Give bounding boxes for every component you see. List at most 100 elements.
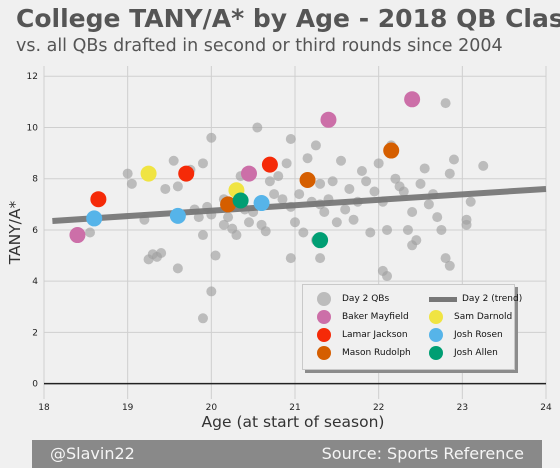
day2-qb-point [223,212,234,223]
day2-qb-point [327,176,338,187]
josh-allen-point [232,192,249,209]
baker-mayfield-point [69,227,86,244]
josh-rosen-point [253,195,270,212]
day2-qb-point [122,168,133,179]
day2-qb-point [264,176,275,187]
baker-mayfield-point [404,91,421,108]
legend-swatch [317,292,331,306]
legend-item-mason-rudolph: Mason Rudolph [317,345,411,361]
day2-qb-point [315,178,326,189]
baker-mayfield-point [320,111,337,128]
day2-qb-point [168,155,179,166]
day2-qb-point [331,217,342,228]
legend-swatch [429,346,443,360]
y-tick-label: 10 [27,123,39,133]
day2-qb-point [402,224,413,235]
baker-mayfield-point [240,165,257,182]
day2-qb-point [440,253,451,264]
lamar-jackson-point [90,191,107,208]
day2-qb-point [344,183,355,194]
legend-item-day-2-trend: Day 2 (trend) [429,291,522,307]
day2-qb-point [231,230,242,241]
day2-qb-point [126,178,137,189]
day2-qb-point [298,227,309,238]
day2-qb-point [423,199,434,210]
legend-swatch [317,328,331,342]
legend-label: Sam Darnold [454,312,513,322]
day2-qb-point [348,214,359,225]
chart-subtitle: vs. all QBs drafted in second or third r… [16,36,503,56]
day2-qb-point [356,166,367,177]
legend-label: Baker Mayfield [342,312,409,322]
day2-qb-point [478,160,489,171]
day2-qb-point [361,176,372,187]
y-tick-label: 0 [32,380,38,390]
day2-qb-point [156,247,167,258]
footer-source: Source: Sports Reference [321,444,524,463]
y-tick-label: 4 [32,277,38,287]
x-axis-label: Age (at start of season) [202,413,385,431]
day2-qb-point [419,163,430,174]
y-tick-label: 2 [32,328,38,338]
legend-swatch [317,346,331,360]
day2-qb-point [285,134,296,145]
day2-qb-point [243,217,254,228]
y-tick-label: 6 [32,226,38,236]
day2-qb-point [273,171,284,182]
y-tick-label: 8 [32,175,38,185]
day2-qb-point [294,189,305,200]
x-tick-label: 22 [373,403,384,413]
day2-qb-point [310,140,321,151]
day2-qb-point [197,230,208,241]
day2-qb-point [382,271,393,282]
legend-label: Day 2 (trend) [462,294,523,304]
day2-qb-point [465,196,476,207]
day2-qb-point [398,186,409,197]
day2-qb-point [252,122,263,133]
josh-rosen-point [169,207,186,224]
josh-allen-point [312,232,329,249]
day2-qb-point [373,158,384,169]
day2-qb-point [390,173,401,184]
legend-swatch [317,310,331,324]
legend-swatch [429,310,443,324]
x-tick-label: 19 [122,403,134,413]
day2-qb-point [160,183,171,194]
day2-qb-point [315,253,326,264]
legend-swatch [429,328,443,342]
day2-qb-point [218,219,229,230]
legend-item-josh-rosen: Josh Rosen [429,327,503,343]
day2-qb-point [281,158,292,169]
y-axis-label: TANY/A* [6,201,24,266]
legend-swatch [429,296,457,302]
day2-qb-point [340,204,351,215]
day2-qb-point [319,207,330,218]
day2-qb-point [260,226,271,237]
mason-rudolph-point [220,196,237,213]
x-tick-label: 21 [289,403,300,413]
day2-qb-point [382,224,393,235]
legend-label: Day 2 QBs [342,294,390,304]
legend-label: Lamar Jackson [342,330,408,340]
day2-qb-point [197,313,208,324]
day2-qb-point [444,260,455,271]
day2-qb-point [369,186,380,197]
day2-qb-point [407,207,418,218]
day2-qb-point [210,250,221,261]
legend-label: Mason Rudolph [342,348,411,358]
day2-qb-point [407,240,418,251]
trend-line [52,185,547,224]
day2-qb-point [172,263,183,274]
day2-qb-point [436,224,447,235]
day2-qb-point [206,286,217,297]
x-tick-label: 24 [540,403,552,413]
footer-credit: @Slavin22 [50,444,135,463]
y-tick-label: 12 [27,72,38,82]
day2-qb-point [302,153,313,164]
x-tick-label: 23 [457,403,468,413]
day2-qb-point [85,227,96,238]
chart-legend: Day 2 QBs Day 2 (trend) Baker Mayfield Sam … [302,284,522,370]
day2-qb-point [206,132,217,143]
day2-qb-point [277,194,288,205]
